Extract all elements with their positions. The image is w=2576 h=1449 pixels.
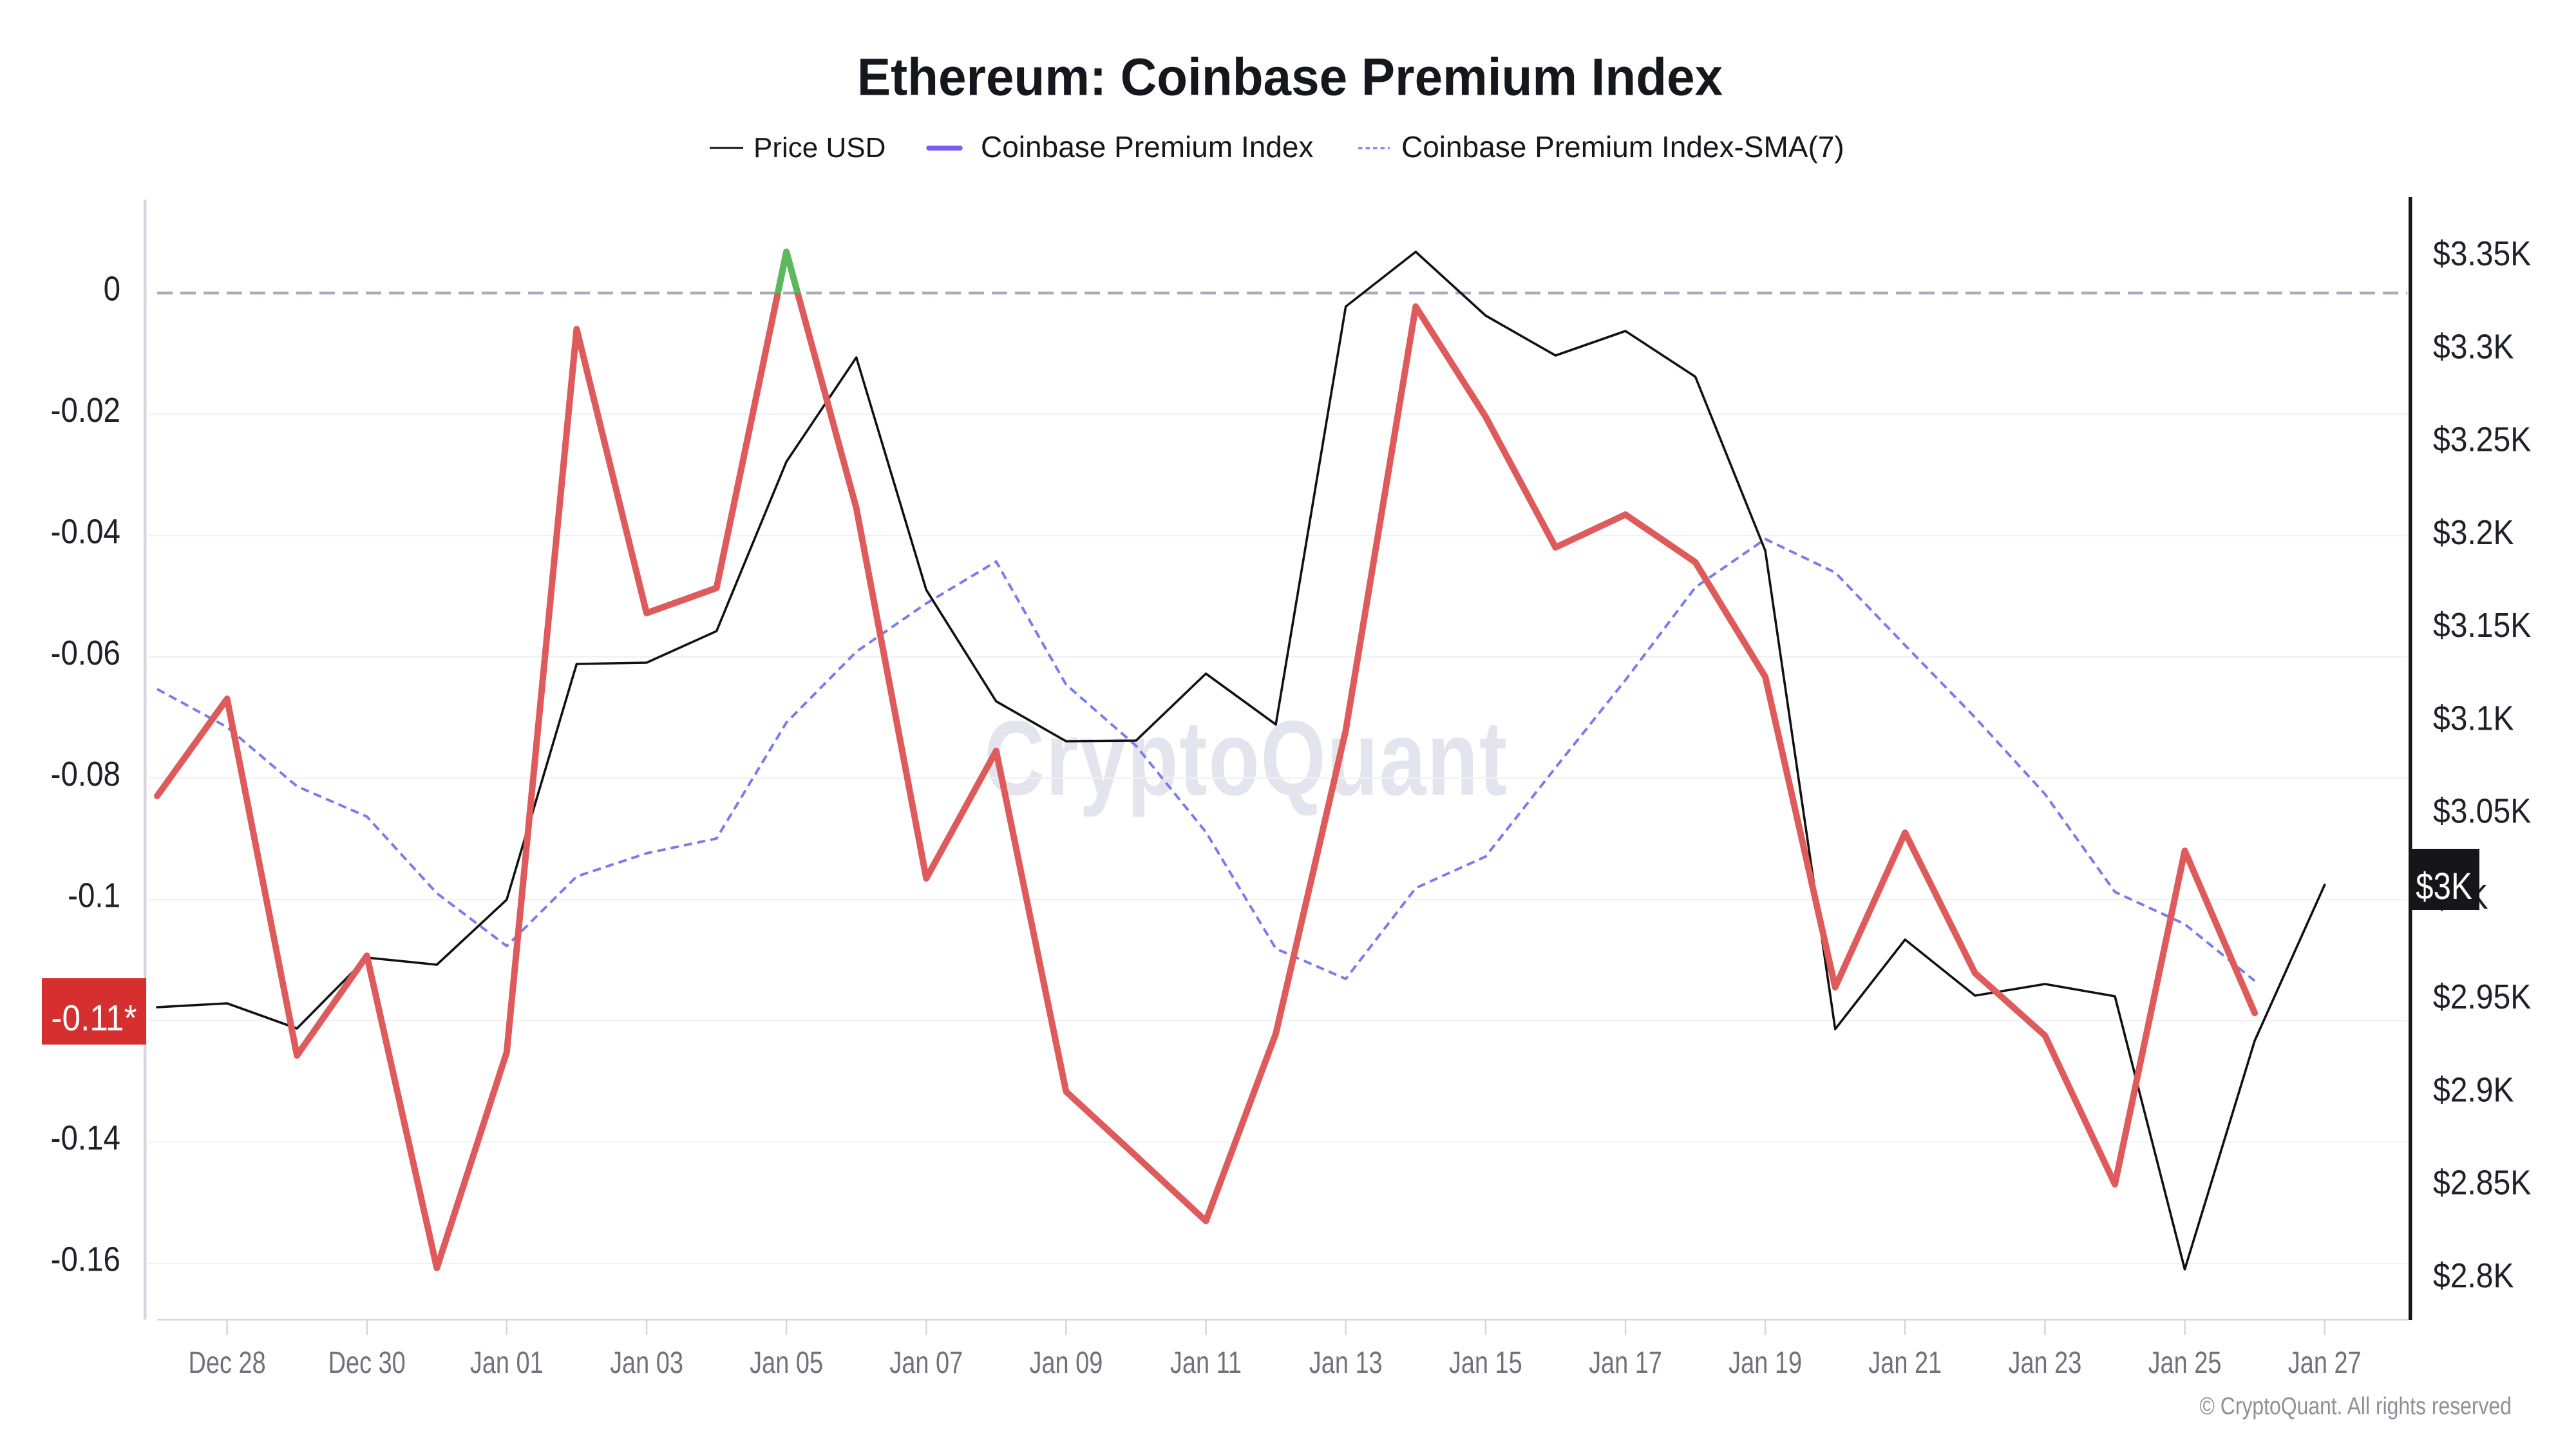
svg-text:Jan 21: Jan 21	[1868, 1346, 1942, 1380]
svg-text:-0.02: -0.02	[51, 390, 120, 430]
svg-text:© CryptoQuant. All rights rese: © CryptoQuant. All rights reserved	[2199, 1392, 2512, 1419]
svg-text:Jan 11: Jan 11	[1170, 1346, 1242, 1380]
svg-text:Jan 09: Jan 09	[1029, 1346, 1103, 1380]
svg-text:Jan 07: Jan 07	[889, 1346, 963, 1380]
svg-text:$2.9K: $2.9K	[2433, 1070, 2514, 1109]
svg-text:Jan 03: Jan 03	[610, 1346, 683, 1380]
svg-text:$3.3K: $3.3K	[2433, 327, 2514, 366]
svg-text:$3K: $3K	[2416, 866, 2472, 907]
svg-text:Jan 17: Jan 17	[1589, 1346, 1662, 1380]
svg-text:-0.14: -0.14	[51, 1118, 120, 1157]
svg-text:$2.85K: $2.85K	[2433, 1163, 2531, 1202]
svg-text:-0.16: -0.16	[51, 1240, 120, 1279]
svg-text:Jan 23: Jan 23	[2008, 1346, 2081, 1380]
svg-text:$2.95K: $2.95K	[2433, 978, 2531, 1016]
svg-text:Dec 30: Dec 30	[328, 1346, 406, 1380]
svg-text:Jan 13: Jan 13	[1309, 1346, 1383, 1380]
svg-text:Coinbase Premium Index-SMA(7): Coinbase Premium Index-SMA(7)	[1401, 130, 1844, 164]
svg-text:Jan 15: Jan 15	[1449, 1346, 1522, 1380]
svg-text:Jan 19: Jan 19	[1728, 1346, 1802, 1380]
svg-text:Jan 01: Jan 01	[470, 1346, 544, 1380]
svg-text:Jan 27: Jan 27	[2288, 1346, 2362, 1380]
svg-text:-0.08: -0.08	[51, 754, 120, 793]
svg-text:$3.15K: $3.15K	[2433, 606, 2531, 645]
svg-text:Jan 05: Jan 05	[750, 1346, 823, 1380]
svg-text:$3.2K: $3.2K	[2433, 513, 2514, 551]
svg-text:CryptoQuant: CryptoQuant	[984, 698, 1508, 817]
svg-text:-0.06: -0.06	[51, 633, 120, 672]
svg-text:Jan 25: Jan 25	[2148, 1346, 2222, 1380]
svg-text:$2.8K: $2.8K	[2433, 1256, 2514, 1294]
svg-text:Ethereum: Coinbase Premium Ind: Ethereum: Coinbase Premium Index	[857, 47, 1723, 106]
svg-text:$3.05K: $3.05K	[2433, 791, 2531, 830]
svg-text:Dec 28: Dec 28	[189, 1346, 266, 1380]
svg-text:-0.1: -0.1	[68, 876, 120, 915]
svg-text:$3.25K: $3.25K	[2433, 420, 2531, 459]
svg-text:-0.04: -0.04	[51, 512, 120, 551]
svg-text:-0.11*: -0.11*	[51, 998, 137, 1039]
svg-text:0: 0	[104, 269, 120, 308]
svg-text:$3.35K: $3.35K	[2433, 234, 2531, 272]
svg-text:Coinbase Premium Index: Coinbase Premium Index	[981, 130, 1313, 164]
svg-text:$3.1K: $3.1K	[2433, 699, 2514, 737]
svg-text:Price USD: Price USD	[753, 132, 886, 164]
